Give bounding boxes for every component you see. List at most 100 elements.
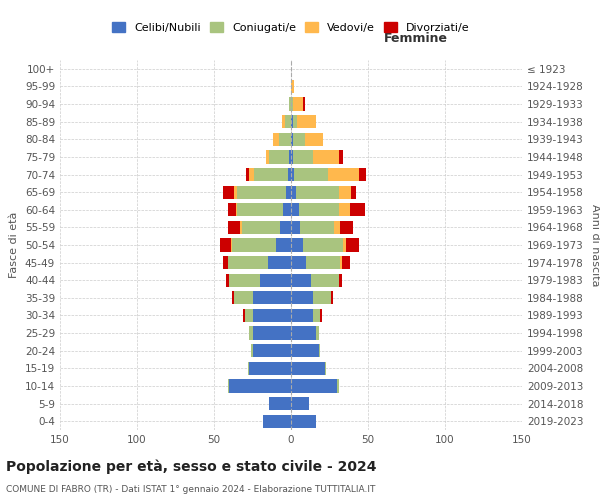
- Bar: [343, 238, 346, 252]
- Bar: [220, 238, 231, 252]
- Bar: [285, 115, 291, 128]
- Bar: [288, 168, 291, 181]
- Bar: [291, 274, 311, 287]
- Bar: [291, 238, 304, 252]
- Bar: [228, 203, 236, 216]
- Bar: [248, 362, 250, 375]
- Bar: [339, 274, 342, 287]
- Bar: [319, 344, 320, 358]
- Bar: [253, 291, 291, 304]
- Bar: [291, 344, 319, 358]
- Bar: [339, 203, 350, 216]
- Bar: [228, 256, 268, 269]
- Bar: [226, 274, 229, 287]
- Bar: [304, 238, 343, 252]
- Bar: [291, 397, 310, 410]
- Bar: [291, 150, 293, 164]
- Bar: [291, 256, 307, 269]
- Bar: [229, 274, 260, 287]
- Bar: [242, 221, 280, 234]
- Bar: [291, 309, 313, 322]
- Bar: [245, 309, 253, 322]
- Bar: [231, 238, 232, 252]
- Bar: [247, 168, 250, 181]
- Bar: [240, 221, 242, 234]
- Bar: [280, 221, 291, 234]
- Bar: [223, 186, 234, 198]
- Bar: [286, 186, 291, 198]
- Bar: [342, 256, 350, 269]
- Bar: [228, 221, 240, 234]
- Bar: [250, 362, 291, 375]
- Bar: [313, 309, 320, 322]
- Bar: [307, 256, 340, 269]
- Y-axis label: Anni di nascita: Anni di nascita: [590, 204, 600, 286]
- Bar: [253, 326, 291, 340]
- Bar: [334, 221, 340, 234]
- Bar: [291, 168, 294, 181]
- Bar: [250, 326, 253, 340]
- Bar: [337, 380, 339, 392]
- Bar: [289, 98, 291, 110]
- Bar: [289, 150, 291, 164]
- Bar: [291, 221, 300, 234]
- Bar: [311, 274, 339, 287]
- Bar: [297, 115, 316, 128]
- Bar: [296, 186, 339, 198]
- Bar: [253, 344, 291, 358]
- Bar: [234, 291, 253, 304]
- Bar: [313, 150, 339, 164]
- Bar: [316, 326, 319, 340]
- Bar: [282, 115, 285, 128]
- Bar: [251, 344, 253, 358]
- Bar: [275, 238, 291, 252]
- Bar: [293, 115, 297, 128]
- Bar: [260, 274, 291, 287]
- Bar: [291, 362, 325, 375]
- Bar: [304, 98, 305, 110]
- Bar: [293, 132, 305, 146]
- Bar: [253, 309, 291, 322]
- Bar: [313, 291, 331, 304]
- Bar: [300, 221, 334, 234]
- Text: COMUNE DI FABRO (TR) - Dati ISTAT 1° gennaio 2024 - Elaborazione TUTTITALIA.IT: COMUNE DI FABRO (TR) - Dati ISTAT 1° gen…: [6, 485, 376, 494]
- Bar: [340, 256, 342, 269]
- Bar: [266, 150, 269, 164]
- Bar: [250, 168, 254, 181]
- Bar: [291, 80, 294, 93]
- Bar: [320, 309, 322, 322]
- Bar: [291, 98, 293, 110]
- Bar: [254, 168, 288, 181]
- Bar: [359, 168, 367, 181]
- Bar: [229, 380, 291, 392]
- Bar: [328, 168, 359, 181]
- Bar: [339, 150, 343, 164]
- Bar: [293, 150, 313, 164]
- Legend: Celibi/Nubili, Coniugati/e, Vedovi/e, Divorziati/e: Celibi/Nubili, Coniugati/e, Vedovi/e, Di…: [108, 18, 474, 37]
- Bar: [268, 256, 291, 269]
- Bar: [291, 380, 337, 392]
- Text: Femmine: Femmine: [384, 32, 448, 45]
- Bar: [350, 203, 365, 216]
- Bar: [293, 98, 304, 110]
- Bar: [325, 362, 326, 375]
- Bar: [232, 238, 275, 252]
- Bar: [263, 414, 291, 428]
- Bar: [299, 203, 339, 216]
- Bar: [269, 397, 291, 410]
- Bar: [351, 186, 356, 198]
- Bar: [331, 291, 332, 304]
- Bar: [340, 221, 353, 234]
- Bar: [278, 132, 291, 146]
- Bar: [269, 150, 289, 164]
- Bar: [237, 203, 283, 216]
- Bar: [339, 186, 351, 198]
- Text: Popolazione per età, sesso e stato civile - 2024: Popolazione per età, sesso e stato civil…: [6, 460, 377, 474]
- Y-axis label: Fasce di età: Fasce di età: [10, 212, 19, 278]
- Bar: [283, 203, 291, 216]
- Bar: [305, 132, 323, 146]
- Bar: [291, 186, 296, 198]
- Bar: [223, 256, 228, 269]
- Bar: [294, 168, 328, 181]
- Bar: [272, 132, 278, 146]
